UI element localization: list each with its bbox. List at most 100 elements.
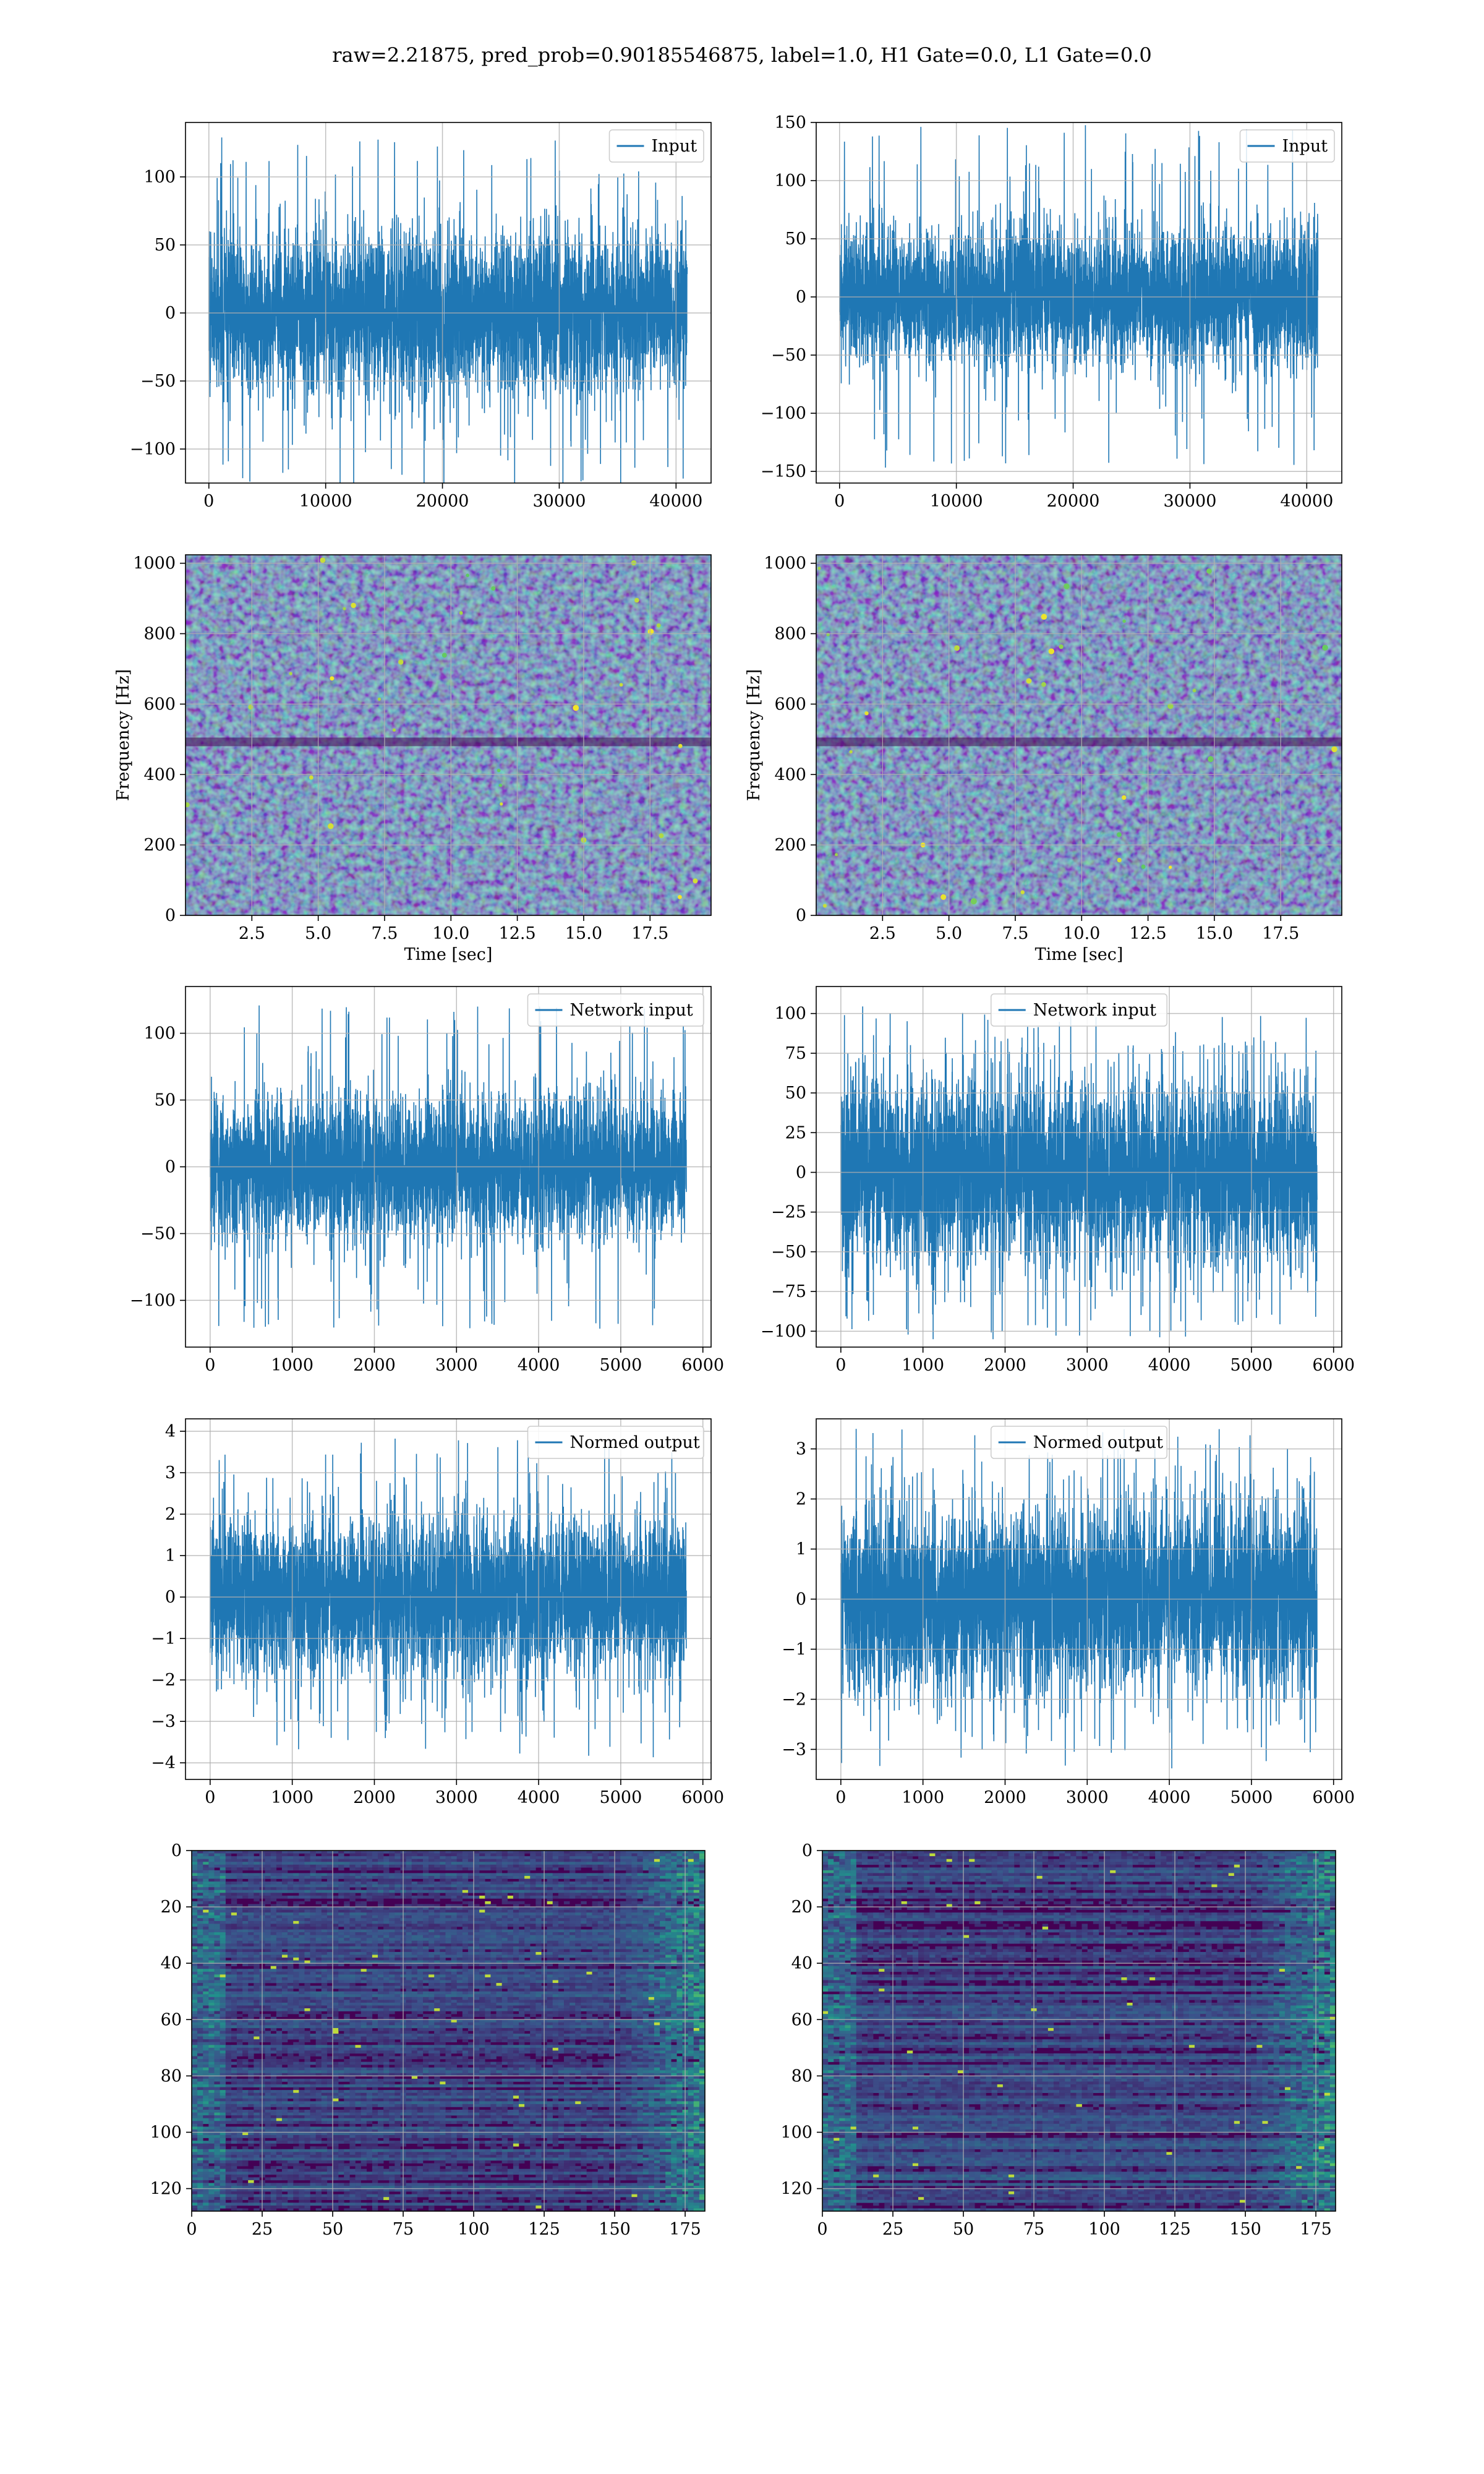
row5-left-cell: [281, 1969, 288, 1972]
row5-left-cell: [270, 1853, 277, 1857]
row5-left-cell: [552, 1943, 559, 1947]
row5-left-cell: [389, 1994, 395, 1998]
row5-left-cell: [208, 1938, 215, 1941]
row5-left-cell: [490, 1943, 497, 1947]
row5-left-cell: [344, 1901, 350, 1904]
row5-left-cell: [293, 1864, 299, 1868]
row5-left-cell: [519, 1971, 525, 1975]
row5-left-cell: [254, 1946, 260, 1950]
row5-left-cell: [563, 1912, 570, 1916]
row5-left-cell: [535, 1985, 542, 1989]
row5-left-cell: [507, 1859, 514, 1862]
row5-left-cell: [411, 1884, 418, 1888]
row5-left-cell: [552, 1988, 559, 1992]
row2-right-speckle: [970, 898, 977, 905]
row5-left-cell: [671, 1997, 677, 2000]
row5-left-cell: [615, 1932, 621, 1935]
row5-left-cell: [563, 1954, 570, 1958]
row5-left-cell: [254, 1881, 260, 1885]
row5-left-cell: [360, 1977, 367, 1980]
row5-left-cell: [197, 1859, 203, 1862]
row5-left-cell: [333, 1977, 339, 1980]
row5-left-cell: [372, 1909, 378, 1913]
row5-left-cell: [592, 1943, 599, 1947]
row5-left-cell: [281, 1994, 288, 1998]
row5-left-cell: [434, 1859, 440, 1862]
row5-left-cell: [524, 1938, 531, 1941]
row5-left-cell: [377, 1884, 384, 1888]
row5-left-cell: [535, 1977, 542, 1980]
row5-left-cell: [569, 1912, 576, 1916]
row5-left-cell: [592, 1924, 599, 1927]
row5-left-cell: [467, 1988, 474, 1992]
row5-left-cell: [192, 1870, 198, 1873]
row5-left-cell: [236, 1943, 243, 1947]
row5-left-cell: [671, 1954, 677, 1958]
row5-left-cell: [383, 1929, 390, 1933]
row5-left-cell: [377, 1949, 384, 1953]
row5-left-cell: [349, 1884, 356, 1888]
row5-left-cell: [220, 1966, 226, 1969]
row5-left-cell: [203, 1851, 209, 1854]
row5-left-cell: [270, 1864, 277, 1868]
row3-left-xtick-label: 1000: [271, 1356, 313, 1375]
row5-left-cell: [440, 1853, 446, 1857]
row5-left-cell: [372, 1951, 378, 1955]
row2-left-speckle: [659, 833, 664, 839]
row5-left-cell: [220, 1949, 226, 1953]
row5-left-cell: [699, 1969, 705, 1972]
row5-left-cell: [254, 1851, 260, 1854]
row5-left-cell: [451, 1878, 457, 1882]
row5-left-cell: [496, 1875, 502, 1879]
row5-left-cell: [569, 1963, 576, 1967]
row5-left-cell: [304, 1994, 310, 1998]
row5-left-cell: [676, 1974, 683, 1978]
row5-left-cell: [581, 1938, 587, 1941]
row5-left-cell: [208, 1907, 215, 1910]
row5-left-cell: [467, 1890, 474, 1893]
row5-left-cell: [315, 1929, 322, 1933]
row5-left-cell: [552, 1864, 559, 1868]
row5-left-cell: [519, 1963, 525, 1967]
row5-left-cell: [434, 1862, 440, 1865]
row5-left-cell: [496, 1991, 502, 1995]
row5-left-cell: [372, 1960, 378, 1964]
row5-left-cell: [626, 1918, 632, 1922]
row5-left-cell: [394, 1940, 401, 1944]
row5-left-cell: [434, 1954, 440, 1958]
row5-left-cell: [496, 1873, 502, 1877]
row3-right-ytick-label: 0: [796, 1163, 806, 1182]
row5-left-cell: [326, 1994, 333, 1998]
row5-left-cell: [592, 1878, 599, 1882]
row5-left-cell: [377, 1924, 384, 1927]
row5-left-cell: [581, 1873, 587, 1877]
row5-left-cell: [597, 1909, 604, 1913]
row5-left-cell: [299, 1974, 305, 1978]
row5-left-cell: [490, 1893, 497, 1896]
row5-left-cell: [344, 1859, 350, 1862]
row5-left-cell: [366, 1875, 373, 1879]
row5-left-cell: [197, 1966, 203, 1969]
row1-left-xtick-label: 30000: [532, 492, 586, 511]
row5-left-cell: [192, 1951, 198, 1955]
row5-left-cell: [496, 1887, 502, 1891]
row5-left-cell: [642, 1929, 649, 1933]
row5-left-cell: [642, 1856, 649, 1859]
row5-left-cell: [558, 1862, 565, 1865]
row5-left-cell: [474, 1969, 480, 1972]
row5-left-cell: [360, 1920, 367, 1924]
row5-left-cell: [288, 1943, 294, 1947]
row5-left-cell: [366, 1864, 373, 1868]
row5-left-cell: [671, 1859, 677, 1862]
row5-left-cell: [208, 1958, 215, 1961]
row5-left-cell: [693, 1926, 700, 1930]
row5-left-cell: [456, 1980, 463, 1984]
row5-left-cell: [360, 1943, 367, 1947]
row5-left-cell: [513, 1929, 519, 1933]
row5-left-cell: [490, 1924, 497, 1927]
row2-right-xlabel: Time [sec]: [1035, 945, 1124, 964]
row5-left-cell: [434, 1918, 440, 1922]
row5-left-cell: [299, 1971, 305, 1975]
row5-left-cell: [417, 1864, 424, 1868]
row5-left-cell: [366, 1980, 373, 1984]
